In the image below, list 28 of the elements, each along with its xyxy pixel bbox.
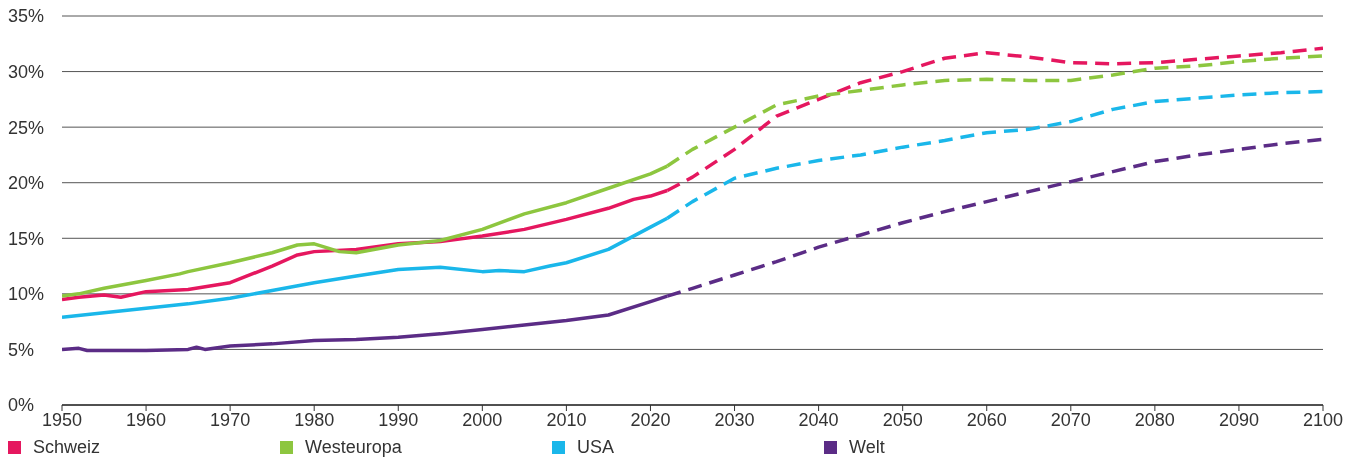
legend-label: USA [577,437,615,458]
x-tick-label: 2070 [1050,409,1091,430]
x-tick-label: 1950 [41,409,83,430]
x-tick-label: 1980 [294,409,335,430]
legend-label: Westeuropa [305,437,402,458]
legend-label: Welt [849,437,885,458]
y-tick-label: 25% [8,117,45,138]
x-tick-label: 2020 [630,409,671,430]
y-tick-label: 0% [8,395,35,416]
x-tick-label: 1960 [126,409,167,430]
y-tick-label: 20% [8,173,45,194]
y-tick-label: 30% [8,61,45,82]
x-tick-label: 2050 [882,409,923,430]
x-tick-label: 2010 [546,409,587,430]
x-tick-label: 2000 [462,409,503,430]
x-tick-label: 2060 [966,409,1007,430]
x-tick-label: 2080 [1134,409,1175,430]
y-tick-label: 35% [8,6,45,27]
x-tick-label: 2100 [1302,409,1344,430]
y-tick-label: 10% [8,284,45,305]
legend-label: Schweiz [33,437,101,458]
x-tick-label: 2030 [714,409,755,430]
x-tick-label: 1970 [210,409,251,430]
x-tick-label: 2090 [1218,409,1259,430]
x-tick-label: 1990 [378,409,419,430]
y-tick-label: 5% [8,339,35,360]
x-tick-label: 2040 [798,409,839,430]
y-tick-label: 15% [8,228,45,249]
